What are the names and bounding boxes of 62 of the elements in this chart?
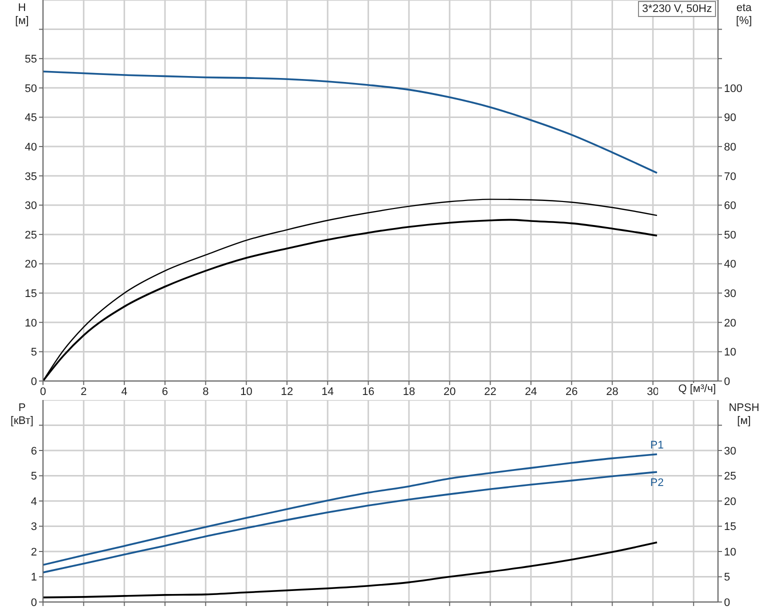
y2-tick-label: 60: [724, 200, 736, 212]
y-tick-label: 0: [30, 376, 37, 388]
x-tick-label: 6: [162, 386, 168, 398]
y2-tick-label: 5: [724, 572, 730, 584]
line-series: [43, 70, 658, 174]
y2-tick-label: 20: [724, 317, 736, 330]
y-tick-label: 5: [30, 470, 37, 483]
y-axis-title: H [м]: [15, 2, 29, 28]
x-axis-title: Q [м³/ч]: [658, 383, 716, 395]
x-tick-label: 26: [565, 386, 578, 398]
y-tick-label: 1: [30, 572, 37, 584]
x-tick-label: 10: [240, 386, 252, 398]
y2-tick-label: 80: [724, 141, 736, 154]
x-tick-label: 24: [524, 386, 538, 398]
annotation: 3*230 V, 50Hz: [638, 1, 716, 17]
y-tick-label: 40: [24, 141, 37, 154]
y-tick-label: 35: [24, 170, 37, 183]
x-tick-label: 4: [121, 386, 128, 398]
y2-axis-title: NPSH [м]: [728, 402, 760, 428]
x-tick-label: 2: [80, 386, 87, 398]
y-tick-label: 25: [24, 229, 37, 242]
x-tick-label: 20: [444, 386, 456, 398]
y-axis-title: P [кВт]: [10, 402, 34, 428]
y2-tick-label: 40: [724, 258, 736, 271]
y2-tick-label: 90: [724, 112, 736, 124]
y2-tick-label: 10: [724, 346, 736, 359]
y-tick-label: 10: [24, 317, 37, 330]
annotation: P2: [650, 476, 664, 489]
y-tick-label: 5: [30, 346, 37, 359]
x-tick-label: 12: [280, 386, 294, 398]
y-tick-label: 3: [30, 521, 37, 534]
y-tick-label: 20: [24, 258, 37, 271]
y-tick-label: 2: [30, 546, 37, 558]
y2-axis-title: eta [%]: [736, 2, 752, 28]
x-tick-label: 22: [484, 386, 496, 398]
y-tick-label: 0: [30, 596, 37, 609]
y2-tick-label: 10: [724, 546, 736, 558]
y-tick-label: 4: [30, 496, 37, 508]
y-tick-label: 30: [24, 200, 37, 212]
y-tick-label: 55: [24, 54, 37, 66]
y2-tick-label: 20: [724, 496, 736, 508]
x-tick-label: 0: [40, 386, 46, 398]
y2-tick-label: 30: [724, 445, 736, 458]
y-tick-label: 6: [30, 445, 37, 458]
y2-tick-label: 15: [724, 521, 736, 534]
y2-tick-label: 30: [724, 288, 736, 300]
x-tick-label: 16: [362, 386, 374, 398]
x-tick-label: 18: [402, 386, 416, 398]
y-tick-label: 45: [24, 112, 37, 124]
y2-tick-label: 0: [724, 596, 730, 609]
annotation: P1: [650, 439, 664, 452]
y-tick-label: 50: [24, 82, 37, 95]
x-tick-label: 14: [322, 386, 334, 398]
y2-tick-label: 70: [724, 170, 736, 183]
y-tick-label: 15: [24, 288, 37, 300]
y2-tick-label: 100: [724, 82, 742, 95]
x-tick-label: 28: [606, 386, 618, 398]
line-series: [43, 542, 658, 598]
y2-tick-label: 25: [724, 470, 736, 483]
y2-tick-label: 0: [724, 376, 730, 388]
x-tick-label: 8: [202, 386, 209, 398]
y2-tick-label: 50: [724, 229, 736, 242]
